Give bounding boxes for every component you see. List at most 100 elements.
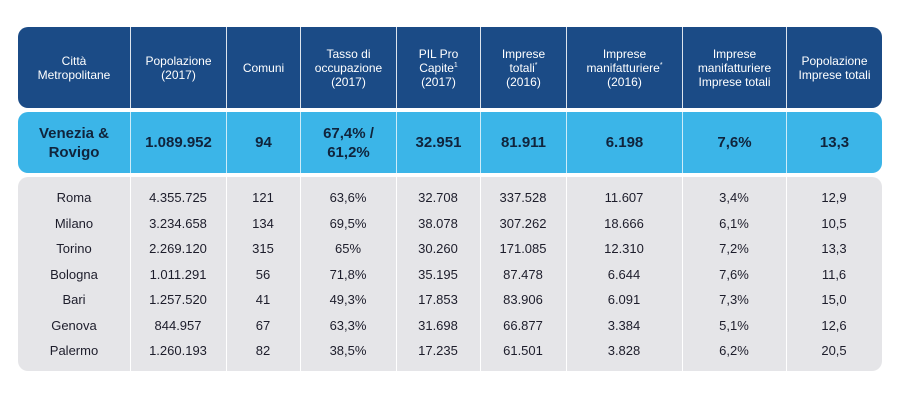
highlight-tasso-line: 61,2% xyxy=(327,143,370,161)
header-popolazione: Popolazione (2017) xyxy=(130,27,226,108)
header-text: Imprese totali xyxy=(698,74,771,89)
cell-citta: Torino xyxy=(56,241,92,257)
cell-ratio-manif: 3,4% xyxy=(719,190,749,206)
column-divider xyxy=(300,177,301,371)
cell-ratio-pop: 12,9 xyxy=(821,190,847,206)
highlight-pil: 32.951 xyxy=(396,112,480,173)
highlight-popolazione: 1.089.952 xyxy=(130,112,226,173)
cell-ratio-pop: 15,0 xyxy=(821,292,847,308)
table-body: Roma 4.355.725 121 63,6% 32.708 337.528 11.607… xyxy=(18,177,882,371)
highlight-imprese-totali: 81.911 xyxy=(480,112,566,173)
table-row: Torino 2.269.120 315 65% 30.260 171.085 12.310… xyxy=(18,236,882,262)
cell-citta: Palermo xyxy=(49,343,99,359)
cell-pil: 31.698 xyxy=(418,317,458,333)
highlight-city-line: Rovigo xyxy=(48,143,100,161)
cell-tasso: 63,3% xyxy=(329,317,367,333)
column-divider xyxy=(786,177,787,371)
footnote-mark: * xyxy=(659,61,663,69)
column-divider xyxy=(566,177,567,371)
footnote-mark: 1 xyxy=(453,61,458,69)
column-divider xyxy=(396,177,397,371)
header-text: Popolazione xyxy=(801,53,868,68)
cell-pil: 30.260 xyxy=(418,241,458,257)
header-text: (2017) xyxy=(421,74,456,89)
cell-ratio-manif: 7,2% xyxy=(719,241,749,257)
table-row: Genova 844.957 67 63,3% 31.698 66.877 3.384 5,1… xyxy=(18,313,882,339)
cell-imprese-totali: 171.085 xyxy=(499,241,547,257)
cell-imprese-manifatturiere: 6.091 xyxy=(607,292,641,308)
header-tasso-occupazione: Tasso di occupazione (2017) xyxy=(300,27,396,108)
cell-citta: Genova xyxy=(51,317,97,333)
highlight-imprese-manifatturiere: 6.198 xyxy=(566,112,682,173)
header-text: Imprese xyxy=(712,46,757,61)
table-row: Bologna 1.011.291 56 71,8% 35.195 87.478 6.644… xyxy=(18,262,882,288)
cell-pil: 17.853 xyxy=(418,292,458,308)
cell-pil: 35.195 xyxy=(418,266,458,282)
highlight-ratio-pop: 13,3 xyxy=(786,112,882,173)
cell-popolazione: 844.957 xyxy=(154,317,202,333)
header-text: manifatturiere xyxy=(586,60,660,75)
table-row: Palermo 1.260.193 82 38,5% 17.235 61.501 3.828… xyxy=(18,338,882,364)
cell-citta: Bari xyxy=(62,292,86,308)
header-ratio-popolazione: Popolazione Imprese totali xyxy=(786,27,882,108)
header-text-line: Capite1 xyxy=(419,61,459,75)
header-text: Città xyxy=(61,53,87,68)
cell-ratio-pop: 11,6 xyxy=(821,266,847,282)
cell-imprese-totali: 61.501 xyxy=(503,343,543,359)
header-imprese-manifatturiere: Imprese manifatturiere* (2016) xyxy=(566,27,682,108)
cell-pil: 38.078 xyxy=(418,215,458,231)
header-text-line: totali* xyxy=(502,61,545,75)
header-text: Popolazione xyxy=(145,53,212,68)
cell-imprese-manifatturiere: 11.607 xyxy=(604,190,644,206)
cell-tasso: 49,3% xyxy=(329,292,367,308)
header-text: (2016) xyxy=(506,74,541,89)
header-text: manifatturiere xyxy=(697,60,772,75)
cell-comuni: 56 xyxy=(255,266,271,282)
header-comuni: Comuni xyxy=(226,27,300,108)
cell-ratio-pop: 20,5 xyxy=(821,343,847,359)
header-text: (2016) xyxy=(607,74,642,89)
cell-comuni: 41 xyxy=(255,292,271,308)
cell-citta: Milano xyxy=(54,215,94,231)
cell-popolazione: 1.260.193 xyxy=(149,343,207,359)
cell-imprese-totali: 337.528 xyxy=(499,190,547,206)
cell-imprese-manifatturiere: 6.644 xyxy=(607,266,641,282)
cell-imprese-totali: 66.877 xyxy=(503,317,543,333)
table-header: Città Metropolitane Popolazione (2017) C… xyxy=(18,27,882,108)
header-text: Metropolitane xyxy=(37,67,111,82)
column-divider xyxy=(130,177,131,371)
cell-popolazione: 1.011.291 xyxy=(149,266,207,282)
column-divider xyxy=(480,177,481,371)
cell-citta: Bologna xyxy=(50,266,98,282)
cell-imprese-manifatturiere: 3.828 xyxy=(607,343,641,359)
header-text: Imprese xyxy=(501,46,546,61)
cell-imprese-manifatturiere: 18.666 xyxy=(604,215,644,231)
header-text: PIL Pro xyxy=(418,46,459,61)
cell-tasso: 38,5% xyxy=(329,343,367,359)
header-text: totali xyxy=(509,60,535,75)
cell-ratio-manif: 6,2% xyxy=(719,343,749,359)
highlight-ratio-manif: 7,6% xyxy=(682,112,786,173)
cell-ratio-manif: 7,6% xyxy=(719,266,749,282)
highlight-tasso: 67,4% / 61,2% xyxy=(300,112,396,173)
cell-popolazione: 4.355.725 xyxy=(149,190,207,206)
cell-tasso: 65% xyxy=(334,241,362,257)
cell-imprese-totali: 87.478 xyxy=(503,266,543,282)
header-citta-metropolitane: Città Metropolitane xyxy=(18,27,130,108)
table-row: Roma 4.355.725 121 63,6% 32.708 337.528 11.607… xyxy=(18,185,882,211)
cell-comuni: 82 xyxy=(255,343,271,359)
cell-imprese-manifatturiere: 3.384 xyxy=(607,317,641,333)
cell-tasso: 63,6% xyxy=(329,190,367,206)
highlight-row-venezia-rovigo: Venezia & Rovigo 1.089.952 94 67,4% / 61… xyxy=(18,112,882,173)
cell-tasso: 69,5% xyxy=(329,215,367,231)
column-divider xyxy=(682,177,683,371)
cell-pil: 32.708 xyxy=(418,190,458,206)
cell-popolazione: 3.234.658 xyxy=(149,215,207,231)
cell-popolazione: 2.269.120 xyxy=(149,241,207,257)
cell-ratio-manif: 6,1% xyxy=(719,215,749,231)
cell-comuni: 134 xyxy=(252,215,274,231)
highlight-city: Venezia & Rovigo xyxy=(18,112,130,173)
cell-citta: Roma xyxy=(56,190,92,206)
header-imprese-totali: Imprese totali* (2016) xyxy=(480,27,566,108)
cell-ratio-pop: 12,6 xyxy=(821,317,847,333)
